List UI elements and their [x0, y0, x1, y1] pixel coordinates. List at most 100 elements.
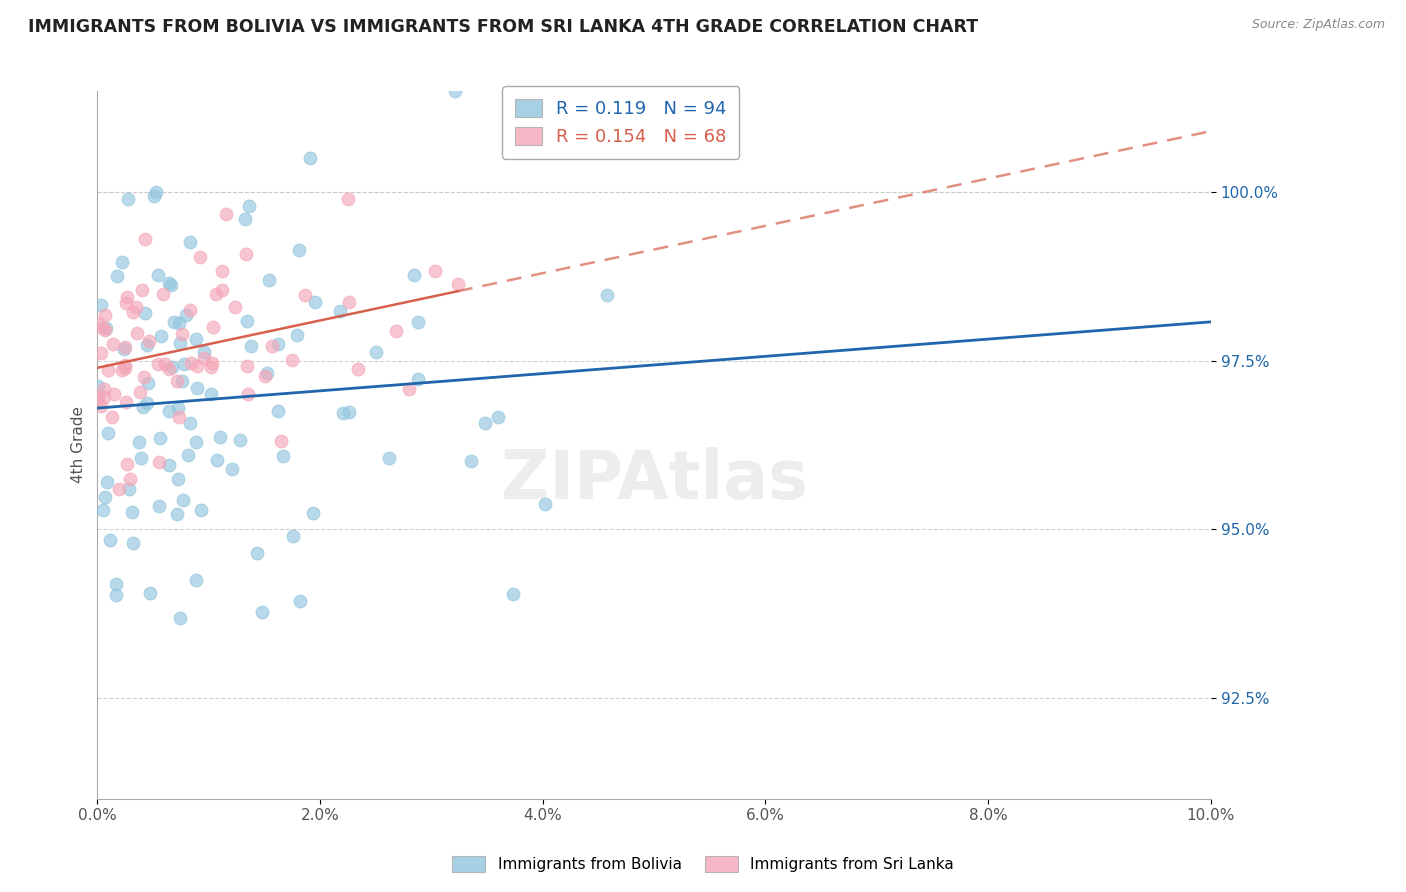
Point — [236, 314, 259, 328]
Point — [118, 472, 141, 486]
Point — [149, 431, 172, 445]
Point — [129, 450, 152, 465]
Point — [112, 342, 135, 356]
Point — [122, 535, 145, 549]
Point — [294, 287, 316, 301]
Point — [170, 374, 193, 388]
Point — [131, 283, 153, 297]
Point — [364, 344, 387, 359]
Point — [135, 337, 157, 351]
Point — [281, 528, 304, 542]
Point — [152, 286, 174, 301]
Point — [136, 376, 159, 390]
Point — [115, 457, 138, 471]
Point — [114, 341, 136, 355]
Point — [285, 328, 308, 343]
Point — [150, 329, 173, 343]
Point — [406, 315, 429, 329]
Point — [145, 185, 167, 199]
Point — [211, 284, 233, 298]
Point — [288, 593, 311, 607]
Point — [135, 396, 157, 410]
Point — [236, 386, 259, 401]
Point — [103, 386, 125, 401]
Point — [271, 450, 294, 464]
Point — [122, 305, 145, 319]
Point — [180, 356, 202, 370]
Point — [186, 359, 208, 373]
Point — [460, 454, 482, 468]
Point — [245, 546, 267, 560]
Point — [408, 372, 430, 386]
Point — [444, 84, 467, 98]
Point — [186, 435, 208, 450]
Point — [174, 308, 197, 322]
Point — [179, 302, 201, 317]
Point — [159, 277, 181, 292]
Legend: R = 0.119   N = 94, R = 0.154   N = 68: R = 0.119 N = 94, R = 0.154 N = 68 — [502, 86, 740, 159]
Point — [207, 453, 229, 467]
Point — [184, 573, 207, 587]
Point — [157, 361, 180, 376]
Point — [596, 287, 619, 301]
Point — [146, 357, 169, 371]
Point — [229, 433, 252, 447]
Y-axis label: 4th Grade: 4th Grade — [72, 407, 86, 483]
Point — [114, 360, 136, 375]
Point — [115, 290, 138, 304]
Point — [134, 306, 156, 320]
Point — [169, 316, 191, 330]
Point — [105, 588, 128, 602]
Point — [111, 363, 134, 377]
Point — [172, 493, 194, 508]
Point — [148, 268, 170, 283]
Point — [347, 362, 370, 376]
Point — [169, 611, 191, 625]
Point — [205, 286, 228, 301]
Point — [166, 507, 188, 521]
Point — [121, 505, 143, 519]
Point — [148, 499, 170, 513]
Point — [93, 490, 115, 504]
Point — [281, 353, 304, 368]
Point — [105, 577, 128, 591]
Point — [117, 192, 139, 206]
Point — [214, 207, 236, 221]
Point — [166, 374, 188, 388]
Point — [97, 426, 120, 441]
Point — [87, 316, 110, 330]
Point — [502, 587, 524, 601]
Point — [179, 235, 201, 249]
Point — [129, 384, 152, 399]
Point — [160, 360, 183, 375]
Point — [447, 277, 470, 292]
Point — [90, 298, 112, 312]
Point — [211, 264, 233, 278]
Point — [267, 404, 290, 418]
Point — [96, 475, 118, 489]
Point — [332, 407, 354, 421]
Point — [118, 482, 141, 496]
Point — [163, 315, 186, 329]
Point — [236, 359, 259, 374]
Point — [148, 455, 170, 469]
Point — [87, 390, 110, 404]
Point — [186, 333, 208, 347]
Point — [114, 395, 136, 409]
Point — [90, 346, 112, 360]
Point — [260, 339, 283, 353]
Point — [235, 246, 257, 260]
Point — [139, 586, 162, 600]
Point — [153, 357, 176, 371]
Point — [329, 304, 352, 318]
Point — [252, 605, 274, 619]
Point — [114, 358, 136, 372]
Point — [114, 296, 136, 310]
Point — [94, 323, 117, 337]
Legend: Immigrants from Bolivia, Immigrants from Sri Lanka: Immigrants from Bolivia, Immigrants from… — [444, 848, 962, 880]
Point — [267, 337, 290, 351]
Point — [101, 409, 124, 424]
Point — [98, 533, 121, 548]
Point — [425, 264, 447, 278]
Point — [142, 189, 165, 203]
